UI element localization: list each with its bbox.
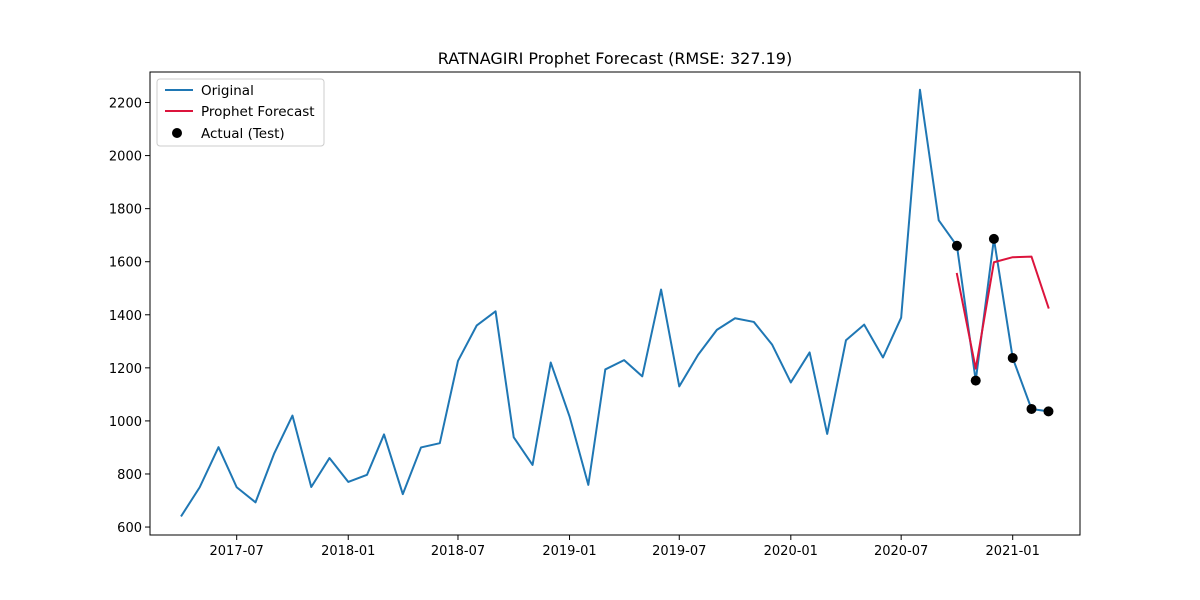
plot-frame: [149, 71, 1081, 536]
data-point-actual-test: [988, 233, 999, 244]
legend: Original Prophet Forecast Actual (Test): [156, 78, 325, 147]
y-axis: 600 800 1000 1200 1400 1600 1800 2000 2200: [109, 97, 150, 536]
x-axis: 2017-07 2018-01 2018-07 2019-01 2019-07 2020-…: [210, 535, 1040, 559]
x-tick-label: 2019-07: [652, 544, 706, 559]
series-line-original: [180, 88, 1050, 518]
x-tick-label: 2020-07: [874, 544, 928, 559]
data-point-actual-test: [1007, 353, 1018, 364]
data-point-actual-test: [951, 240, 962, 251]
y-tick-label: 1800: [109, 203, 142, 218]
x-tick-label: 2019-01: [542, 544, 596, 559]
x-tick-label: 2021-01: [986, 544, 1040, 559]
x-tick-label: 2017-07: [210, 544, 264, 559]
x-tick-label: 2018-07: [431, 544, 485, 559]
legend-label-actual-test: Actual (Test): [201, 126, 285, 142]
x-tick-label: 2020-01: [764, 544, 818, 559]
series-line-prophet-forecast: [955, 255, 1050, 370]
legend-swatch-actual-test: [172, 128, 182, 138]
y-tick-label: 2200: [109, 97, 142, 112]
legend-label-prophet-forecast: Prophet Forecast: [201, 104, 315, 120]
y-tick-label: 1400: [109, 309, 142, 324]
data-point-actual-test: [1043, 406, 1054, 417]
y-tick-label: 1000: [109, 415, 142, 430]
y-tick-label: 2000: [109, 150, 142, 165]
series-layer: [180, 88, 1054, 518]
x-tick-label: 2018-01: [321, 544, 375, 559]
chart-title: RATNAGIRI Prophet Forecast (RMSE: 327.19…: [438, 49, 792, 68]
y-tick-label: 600: [117, 521, 142, 536]
legend-label-original: Original: [201, 83, 254, 99]
y-tick-label: 1200: [109, 362, 142, 377]
data-point-actual-test: [970, 375, 981, 386]
legend-box: [156, 78, 325, 147]
data-point-actual-test: [1026, 403, 1037, 414]
y-tick-label: 1600: [109, 256, 142, 271]
y-tick-label: 800: [117, 468, 142, 483]
